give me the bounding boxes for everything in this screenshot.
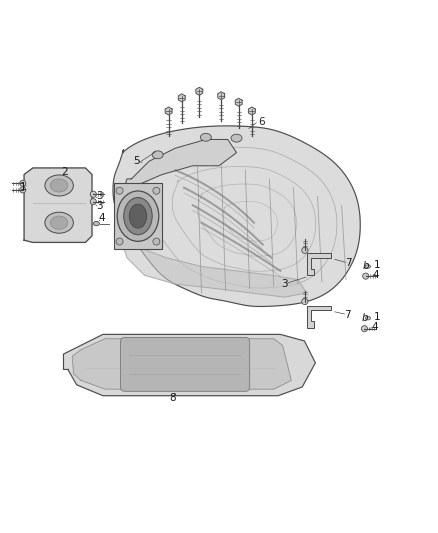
Text: 4: 4 <box>372 270 379 280</box>
Text: 1: 1 <box>374 260 381 270</box>
Text: 3: 3 <box>281 279 288 289</box>
Text: 4: 4 <box>99 213 106 223</box>
Polygon shape <box>114 183 162 249</box>
Polygon shape <box>218 92 225 100</box>
Polygon shape <box>307 306 331 328</box>
Circle shape <box>361 326 367 332</box>
Circle shape <box>20 180 26 187</box>
Text: 1: 1 <box>20 182 27 192</box>
Ellipse shape <box>124 198 152 235</box>
Ellipse shape <box>45 212 74 233</box>
Circle shape <box>363 273 369 279</box>
Circle shape <box>153 187 160 194</box>
Circle shape <box>116 187 123 194</box>
Text: 7: 7 <box>344 310 351 320</box>
Text: 4: 4 <box>371 322 378 332</box>
Polygon shape <box>113 126 360 306</box>
Text: 6: 6 <box>258 117 265 127</box>
Circle shape <box>90 191 96 197</box>
Text: 3: 3 <box>96 201 103 211</box>
Polygon shape <box>72 339 291 389</box>
Polygon shape <box>307 253 331 275</box>
Circle shape <box>90 199 96 205</box>
Text: 7: 7 <box>345 258 352 268</box>
Polygon shape <box>196 87 203 95</box>
FancyBboxPatch shape <box>120 337 250 391</box>
Circle shape <box>153 238 160 245</box>
Ellipse shape <box>45 175 74 196</box>
Ellipse shape <box>117 191 159 241</box>
Text: b: b <box>361 313 368 323</box>
Circle shape <box>116 238 123 245</box>
Circle shape <box>302 247 308 253</box>
Text: 8: 8 <box>169 393 176 403</box>
Polygon shape <box>64 334 315 395</box>
Text: 1: 1 <box>373 312 380 322</box>
Circle shape <box>20 187 26 193</box>
Polygon shape <box>123 245 307 297</box>
Text: b: b <box>362 261 369 271</box>
Ellipse shape <box>231 134 242 142</box>
Ellipse shape <box>365 265 371 268</box>
Polygon shape <box>123 140 237 192</box>
Polygon shape <box>165 107 172 115</box>
Ellipse shape <box>152 151 163 159</box>
Polygon shape <box>178 94 185 102</box>
Polygon shape <box>24 168 92 243</box>
Ellipse shape <box>200 133 211 141</box>
Text: 2: 2 <box>61 167 68 177</box>
Ellipse shape <box>129 204 147 228</box>
Circle shape <box>302 298 308 304</box>
Polygon shape <box>235 98 242 106</box>
Ellipse shape <box>365 317 371 320</box>
Polygon shape <box>248 107 255 115</box>
Ellipse shape <box>93 221 99 226</box>
Text: 5: 5 <box>133 156 140 166</box>
Text: 3: 3 <box>96 191 103 201</box>
Ellipse shape <box>50 216 68 229</box>
Ellipse shape <box>50 179 68 192</box>
